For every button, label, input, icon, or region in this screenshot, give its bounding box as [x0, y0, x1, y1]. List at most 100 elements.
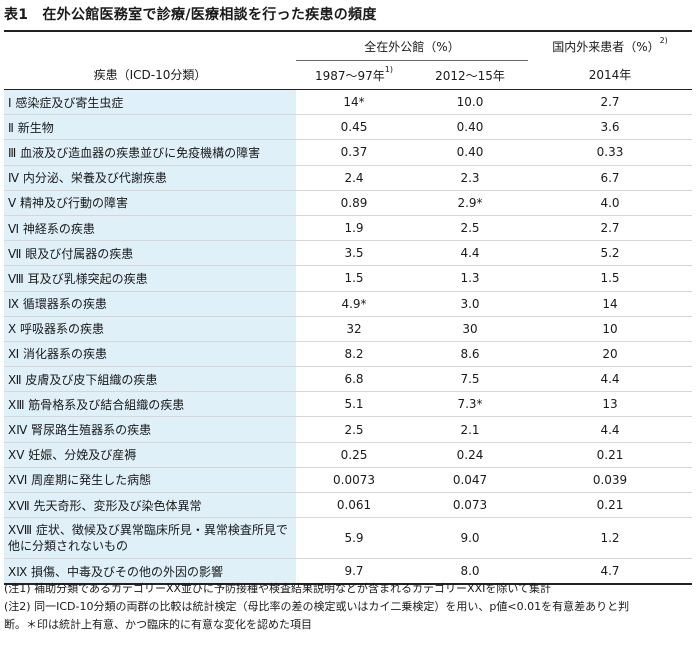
table-row: Ⅵ 神経系の疾患 1.9 2.5 2.7: [4, 215, 692, 242]
value-period-2: 8.0: [460, 564, 480, 579]
value-period-2: 2.9*: [412, 190, 528, 216]
disease-label: Ⅵ 神経系の疾患: [4, 215, 296, 242]
header-row-groups: 全在外公館（%） 国内外来患者（%）2): [4, 31, 692, 61]
value-period-3: 0.21: [528, 442, 692, 468]
disease-label: ⅩⅢ 筋骨格系及び結合組織の疾患: [4, 391, 296, 418]
table-row: ⅩⅢ 筋骨格系及び結合組織の疾患 5.1 7.3* 13: [4, 391, 692, 418]
header-group-domestic: 国内外来患者（%）2): [528, 31, 692, 61]
value-period-2: 1.3: [412, 265, 528, 292]
table-row: ⅩⅧ 症状、徴候及び異常臨床所見・異常検査所見で他に分類されないもの 5.9 9.0…: [4, 517, 692, 560]
disease-label: ⅩⅥ 周産期に発生した病態: [4, 467, 296, 494]
footnotes: (注1) 補助分類であるカテゴリーXX並びに予防接種や検査結果説明などが含まれる…: [4, 580, 692, 634]
value-period-1: 2.4: [296, 165, 412, 191]
value-period-1: 0.061: [296, 492, 412, 519]
value-period-2: 0.40: [412, 139, 528, 166]
header-period-1-sup: 1): [384, 64, 394, 74]
disease-label: Ⅰ 感染症及び寄生虫症: [4, 89, 296, 116]
table-row: Ⅱ 新生物 0.45 0.40 3.6: [4, 114, 692, 141]
table-row: ⅩⅥ 周産期に発生した病態 0.0073 0.047 0.039: [4, 467, 692, 494]
disease-label: Ⅹ 呼吸器系の疾患: [4, 316, 296, 342]
disease-label: ⅩⅨ 損傷、中毒及びその他の外因の影響: [4, 558, 296, 585]
table-row: Ⅴ 精神及び行動の障害 0.89 2.9* 4.0: [4, 190, 692, 216]
header-disease: 疾患（ICD-10分類）: [4, 60, 296, 90]
header-row-periods: 疾患（ICD-10分類） 1987～97年1) 2012～15年 2014年: [4, 60, 692, 90]
value-period-1: 5.9: [296, 517, 412, 560]
disease-label: Ⅳ 内分泌、栄養及び代謝疾患: [4, 165, 296, 191]
disease-label: ⅩⅤ 妊娠、分娩及び産褥: [4, 442, 296, 468]
header-group-domestic-text: 国内外来患者（%）: [552, 39, 660, 54]
footnote-1: (注1) 補助分類であるカテゴリーXX並びに予防接種や検査結果説明などが含まれる…: [4, 582, 552, 595]
value-period-2: 10.0: [412, 89, 528, 116]
value-period-1: 4.9*: [296, 291, 412, 317]
value-period-3: 20: [528, 341, 692, 368]
value-period-1: 14*: [296, 89, 412, 116]
table-title: 表1 在外公館医務室で診療/医療相談を行った疾患の頻度: [4, 4, 377, 24]
table-row: Ⅺ 消化器系の疾患 8.2 8.6 20: [4, 341, 692, 368]
table-row: Ⅹ 呼吸器系の疾患 32 30 10: [4, 316, 692, 342]
value-period-1: 0.37: [296, 139, 412, 166]
value-period-3: 0.039: [528, 467, 692, 494]
value-period-2: 2.3: [412, 165, 528, 191]
header-group-domestic-sup: 2): [659, 35, 668, 45]
value-period-1: 8.2: [296, 341, 412, 368]
disease-label: ⅩⅧ 症状、徴候及び異常臨床所見・異常検査所見で他に分類されないもの: [4, 517, 296, 560]
value-period-3: 0.21: [528, 492, 692, 519]
table-row: Ⅶ 眼及び付属器の疾患 3.5 4.4 5.2: [4, 240, 692, 267]
value-period-3: 4.7: [600, 564, 620, 579]
disease-label: ⅩⅣ 腎尿路生殖器系の疾患: [4, 416, 296, 443]
value-period-1: 0.45: [296, 114, 412, 141]
value-period-1: 0.89: [296, 190, 412, 216]
header-period-3: 2014年: [528, 60, 692, 90]
value-period-2: 7.5: [412, 366, 528, 393]
header-empty: [4, 31, 296, 61]
value-period-2: 0.24: [412, 442, 528, 468]
value-period-3: 4.0: [528, 190, 692, 216]
disease-label: Ⅺ 消化器系の疾患: [4, 341, 296, 368]
value-period-2: 9.0: [412, 517, 528, 560]
disease-label: Ⅶ 眼及び付属器の疾患: [4, 240, 296, 267]
disease-label: Ⅱ 新生物: [4, 114, 296, 141]
disease-label: Ⅷ 耳及び乳様突起の疾患: [4, 265, 296, 292]
value-period-2: 4.4: [412, 240, 528, 267]
value-period-3: 1.5: [528, 265, 692, 292]
disease-label: Ⅻ 皮膚及び皮下組織の疾患: [4, 366, 296, 393]
table-row: ⅩⅨ 損傷、中毒及びその他の外因の影響 9.7 8.0 4.7: [4, 558, 692, 585]
value-period-2: 7.3*: [412, 391, 528, 418]
value-period-3: 3.6: [528, 114, 692, 141]
disease-label: Ⅴ 精神及び行動の障害: [4, 190, 296, 216]
table-row: ⅩⅦ 先天奇形、変形及び染色体異常 0.061 0.073 0.21: [4, 492, 692, 519]
table-row: Ⅳ 内分泌、栄養及び代謝疾患 2.4 2.3 6.7: [4, 165, 692, 191]
disease-label: Ⅲ 血液及び造血器の疾患並びに免疫機構の障害: [4, 139, 296, 166]
value-period-3: 10: [528, 316, 692, 342]
table-row: Ⅸ 循環器系の疾患 4.9* 3.0 14: [4, 291, 692, 317]
table-row: Ⅲ 血液及び造血器の疾患並びに免疫機構の障害 0.37 0.40 0.33: [4, 139, 692, 166]
value-period-2: 2.1: [412, 416, 528, 443]
footnote-2-continued: 断。＊印は統計上有意、かつ臨床的に有意な変化を認めた項目: [4, 618, 312, 631]
value-period-3: 2.7: [528, 89, 692, 116]
value-period-2: 3.0: [412, 291, 528, 317]
disease-label: Ⅸ 循環器系の疾患: [4, 291, 296, 317]
value-period-2: 0.047: [412, 467, 528, 494]
value-period-1: 9.7: [344, 564, 364, 579]
value-period-1: 32: [296, 316, 412, 342]
value-period-3: 5.2: [528, 240, 692, 267]
value-period-1: 3.5: [296, 240, 412, 267]
table-number: 表1: [4, 7, 29, 23]
value-period-2: 2.5: [412, 215, 528, 242]
value-period-2: 30: [412, 316, 528, 342]
value-period-2: 8.6: [412, 341, 528, 368]
header-period-1-text: 1987～97年: [314, 68, 385, 83]
value-period-3: 4.4: [528, 416, 692, 443]
value-period-3: 0.33: [528, 139, 692, 166]
value-period-2: 0.073: [412, 492, 528, 519]
frequency-table: 全在外公館（%） 国内外来患者（%）2) 疾患（ICD-10分類） 1987～9…: [4, 30, 692, 586]
value-period-1: 0.0073: [296, 467, 412, 494]
table-title-text: 在外公館医務室で診療/医療相談を行った疾患の頻度: [42, 7, 377, 23]
table-row: Ⅻ 皮膚及び皮下組織の疾患 6.8 7.5 4.4: [4, 366, 692, 393]
value-period-1: 6.8: [296, 366, 412, 393]
table-row: Ⅷ 耳及び乳様突起の疾患 1.5 1.3 1.5: [4, 265, 692, 292]
value-period-3: 1.2: [528, 517, 692, 560]
value-period-1: 0.25: [296, 442, 412, 468]
value-period-3: 2.7: [528, 215, 692, 242]
